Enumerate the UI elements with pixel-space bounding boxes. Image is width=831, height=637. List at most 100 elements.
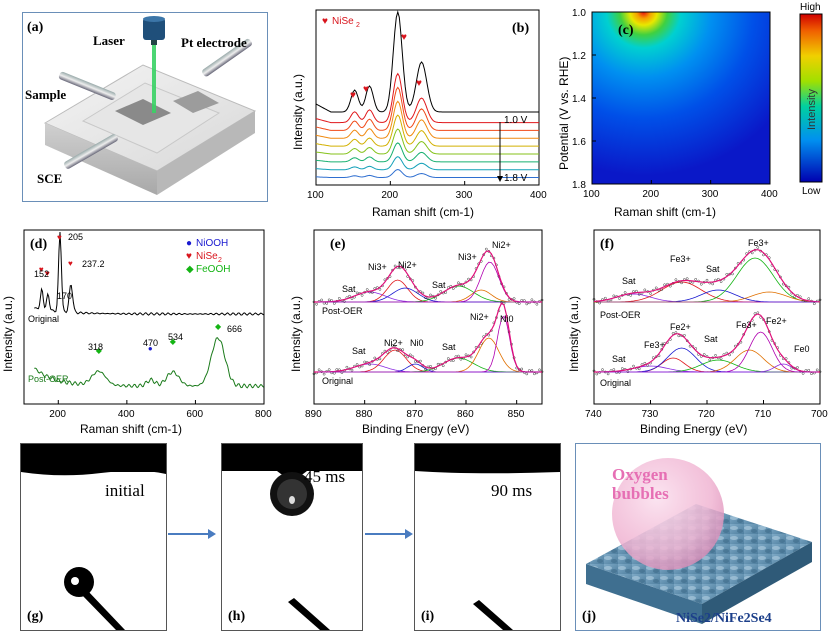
data-point	[312, 372, 316, 376]
peak-label: Sat	[704, 334, 718, 344]
peak-318: 318	[88, 342, 103, 352]
data-point	[603, 296, 607, 300]
data-point	[360, 293, 364, 297]
panel-d-original-curve	[34, 231, 264, 316]
data-point	[325, 302, 329, 305]
data-point	[429, 293, 432, 297]
panel-d-post-oer-curve	[34, 337, 265, 389]
panel-i-caption: 90 ms	[491, 481, 532, 500]
data-point	[444, 291, 448, 294]
peak-label: Fe3+	[748, 238, 769, 248]
data-point	[337, 297, 341, 300]
data-point	[592, 297, 596, 301]
data-point	[793, 295, 796, 298]
pt-rod	[202, 38, 252, 77]
data-point	[335, 368, 339, 371]
panel-a: (a) Laser Pt electrode Sample SCE	[22, 12, 268, 202]
data-point	[683, 334, 686, 337]
data-point	[345, 365, 349, 369]
panel-b-bottom-potential: 1.8 V	[504, 173, 528, 184]
data-point	[719, 357, 723, 360]
data-point	[668, 284, 672, 288]
sample-rod	[58, 71, 116, 100]
data-point	[459, 357, 463, 361]
xtick-label: 700	[811, 409, 828, 420]
data-point	[365, 288, 369, 291]
peak-label: Ni2+	[470, 312, 489, 322]
panel-b-legend-heart: ♥	[322, 16, 328, 27]
data-point	[714, 354, 717, 357]
panel-b-series-1	[315, 72, 539, 124]
pt-plate	[173, 91, 219, 113]
panel-b-series-2	[315, 86, 539, 131]
data-point	[520, 299, 524, 302]
data-point	[728, 272, 731, 276]
data-point	[355, 291, 359, 295]
panel-d-xtick-label: 800	[255, 409, 272, 420]
data-point	[618, 297, 621, 300]
data-point	[517, 302, 521, 305]
data-point	[396, 349, 399, 353]
panel-b-series-6	[315, 142, 539, 163]
panel-i-label: (i)	[421, 609, 435, 624]
panel-b-ylabel: Intensity (a.u.)	[291, 74, 305, 150]
peak-label: Sat	[442, 342, 456, 352]
panel-c-xtick-label: 200	[642, 189, 659, 200]
xtick-label: 870	[406, 409, 423, 420]
xtick-label: 860	[457, 409, 474, 420]
colorbar-low: Low	[802, 186, 821, 197]
data-point	[530, 369, 534, 372]
panel-h: 45 ms (h)	[221, 443, 363, 631]
data-point	[332, 371, 336, 375]
heatmap-area	[592, 12, 770, 184]
panel-f-chart: 740 730 720 710 700 (f) Sat Fe3+ Sat Fe3+ Sat Fe3…	[567, 229, 828, 436]
peak-label: Fe0	[794, 344, 810, 354]
data-point	[441, 364, 445, 368]
fit-envelope	[314, 250, 542, 303]
colorbar	[799, 13, 823, 183]
data-point	[719, 280, 723, 283]
panel-b-series-3	[315, 100, 539, 139]
svg-text:◆: ◆	[186, 264, 194, 275]
data-point	[525, 302, 529, 306]
data-point	[317, 368, 321, 372]
panel-c-ytick-label: 1.0	[572, 8, 586, 19]
xtick-label: 730	[642, 409, 659, 420]
peak-label: Sat	[622, 276, 636, 286]
panel-c-ylabel: Potential (V vs. RHE)	[557, 57, 571, 170]
data-point	[685, 277, 689, 281]
svg-text:♥: ♥	[401, 32, 407, 43]
data-point	[484, 247, 488, 251]
svg-text:♥: ♥	[350, 90, 356, 101]
data-point	[810, 372, 813, 376]
data-point	[512, 297, 516, 300]
data-point	[327, 368, 331, 372]
cell-base-left	[45, 123, 157, 195]
data-point	[708, 358, 712, 362]
panel-f-label: (f)	[600, 237, 614, 252]
panel-b-xtick-label: 400	[530, 190, 547, 201]
panel-c-ytick-label: 1.2	[572, 51, 586, 62]
data-point	[632, 364, 635, 368]
data-point	[674, 278, 678, 282]
data-point	[801, 372, 805, 375]
data-point	[632, 290, 635, 293]
fit-envelope	[594, 313, 820, 373]
panel-d-post-oer: Post-OER	[28, 374, 69, 384]
panel-b-xtick-label: 300	[456, 190, 473, 201]
peak-label: Ni2+	[398, 260, 417, 270]
panel-e-xlabel: Binding Energy (eV)	[362, 422, 469, 436]
panel-e-original: Original	[322, 376, 353, 386]
data-point	[340, 371, 344, 374]
data-point	[680, 281, 683, 285]
colorbar-title: Intensity	[806, 89, 818, 130]
data-point	[320, 298, 323, 302]
data-point	[322, 372, 326, 376]
fit-envelope	[314, 302, 542, 373]
data-point	[462, 284, 465, 288]
peak-label: Fe3+	[670, 254, 691, 264]
data-point	[535, 302, 539, 306]
data-point	[350, 368, 354, 372]
data-point	[434, 296, 437, 300]
data-point	[606, 372, 610, 376]
